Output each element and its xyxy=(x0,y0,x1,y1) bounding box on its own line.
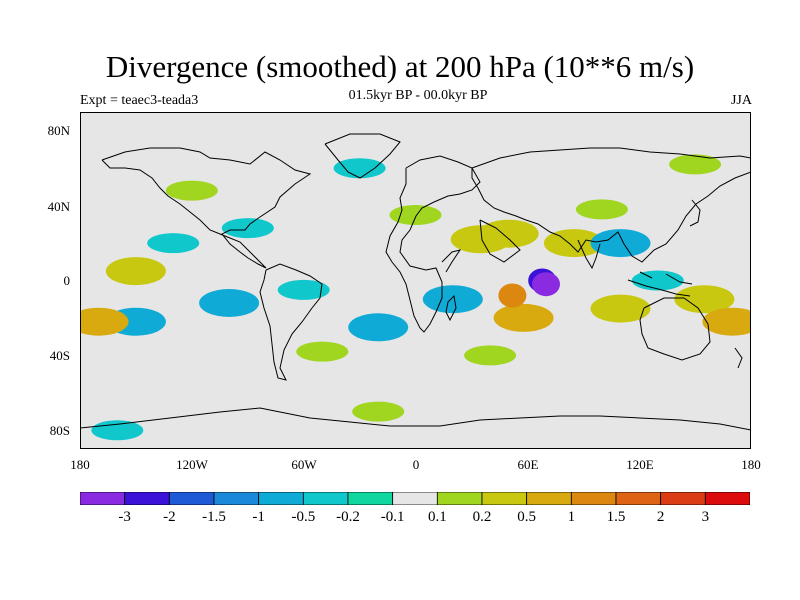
colorbar-label: 0.1 xyxy=(427,509,447,525)
colorbar-label: -1.5 xyxy=(202,509,226,525)
coastline-south-america xyxy=(259,263,323,381)
divergence-region xyxy=(493,303,554,332)
colorbar-label: 2 xyxy=(656,509,665,525)
divergence-region xyxy=(221,218,274,239)
divergence-region xyxy=(575,199,628,220)
divergence-region xyxy=(277,279,330,300)
colorbar-swatch xyxy=(481,492,528,505)
divergence-region xyxy=(543,229,604,258)
lat-tick-label: 80N xyxy=(47,123,70,138)
colorbar-swatch xyxy=(392,492,438,505)
colorbar-swatch xyxy=(570,492,617,505)
coastline-asia xyxy=(471,147,751,263)
lon-tick-label: 180 xyxy=(70,457,90,472)
lon-tick-label: 60W xyxy=(291,457,317,472)
colorbar-label: -3 xyxy=(118,509,131,525)
colorbar-swatch xyxy=(704,492,750,505)
map-border xyxy=(80,112,751,449)
colorbar-label: -1 xyxy=(252,509,265,525)
colorbar-swatch xyxy=(302,492,349,505)
lon-tick-label: 60E xyxy=(517,457,539,472)
divergence-region xyxy=(80,307,129,336)
colorbar-swatch xyxy=(660,492,706,505)
divergence-region xyxy=(631,270,684,291)
divergence-field xyxy=(80,154,751,441)
colorbar-swatch xyxy=(526,492,572,505)
divergence-region xyxy=(464,345,517,366)
divergence-region xyxy=(532,272,560,297)
lat-tick-label: 0 xyxy=(63,273,71,288)
colorbar-label: -0.2 xyxy=(336,509,360,525)
lon-tick-label: 120E xyxy=(626,457,654,472)
colorbar-label: -0.5 xyxy=(291,509,316,525)
colorbar-swatch xyxy=(213,492,260,505)
coastlines xyxy=(80,133,751,431)
divergence-region xyxy=(147,233,200,254)
divergence-region xyxy=(348,313,409,342)
divergence-region xyxy=(105,257,166,286)
coastline-india xyxy=(577,239,601,270)
divergence-region xyxy=(389,205,442,225)
colorbar-swatch xyxy=(436,492,483,505)
colorbar-label: 0.2 xyxy=(472,509,492,525)
colorbar-label: 1.5 xyxy=(606,509,626,525)
coastline-madagascar xyxy=(445,294,457,322)
colorbar-swatch xyxy=(80,492,126,505)
coastline-indonesia xyxy=(627,271,693,297)
coastline-japan xyxy=(689,199,701,227)
divergence-region xyxy=(674,285,735,314)
lat-tick-label: 80S xyxy=(49,423,70,438)
experiment-label: Expt = teaec3-teada3 xyxy=(80,93,199,108)
divergence-region xyxy=(702,307,751,336)
colorbar xyxy=(80,492,750,505)
colorbar-label: 0.5 xyxy=(517,509,537,525)
divergence-region xyxy=(165,180,218,201)
coastline-north-america xyxy=(101,147,312,269)
coastline-greenland xyxy=(324,133,401,179)
lon-tick-label: 180 xyxy=(741,457,761,472)
colorbar-swatch xyxy=(258,492,304,505)
divergence-region xyxy=(91,420,144,441)
season-label: JJA xyxy=(730,93,752,108)
divergence-region xyxy=(333,158,386,179)
plot-title: Divergence (smoothed) at 200 hPa (10**6 … xyxy=(105,49,695,84)
colorbar-swatch xyxy=(168,492,215,505)
colorbar-label: -2 xyxy=(163,509,176,525)
colorbar-swatch xyxy=(615,492,662,505)
divergence-region xyxy=(296,341,349,362)
colorbar-label: 3 xyxy=(701,509,710,525)
lat-tick-label: 40N xyxy=(47,199,70,214)
coastline-australia xyxy=(639,297,711,361)
colorbar-label: 1 xyxy=(567,509,576,525)
map-panel xyxy=(80,112,751,449)
divergence-region xyxy=(498,283,527,308)
coastline-arabia xyxy=(479,219,521,263)
divergence-region xyxy=(199,289,260,317)
coastline-new-zealand xyxy=(734,347,743,369)
divergence-region xyxy=(422,285,483,314)
coastline-antarctica xyxy=(80,407,751,431)
lon-tick-label: 120W xyxy=(176,457,208,472)
divergence-region xyxy=(590,294,651,323)
divergence-region xyxy=(590,229,651,258)
coastline-europe-africa xyxy=(385,155,481,333)
colorbar-label: -0.1 xyxy=(380,509,405,525)
divergence-region xyxy=(669,154,722,175)
colorbar-swatch xyxy=(124,492,170,505)
lon-tick-label: 0 xyxy=(412,457,420,472)
divergence-region xyxy=(352,401,405,422)
lat-tick-label: 40S xyxy=(49,348,70,363)
plot-subtitle: 01.5kyr BP - 00.0kyr BP xyxy=(348,88,488,103)
coastline-horn-of-africa xyxy=(441,249,462,273)
colorbar-swatch xyxy=(347,492,394,505)
